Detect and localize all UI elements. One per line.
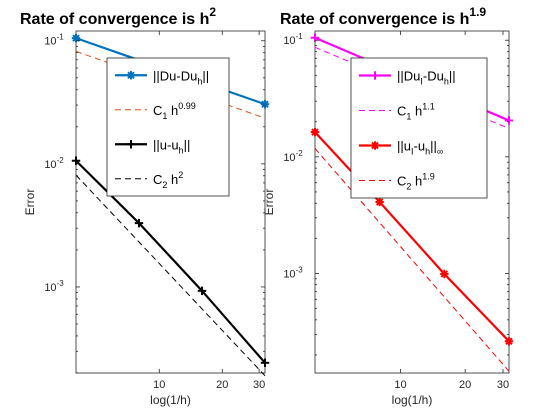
legend-sub3: ∞ xyxy=(437,147,443,157)
legend-suffix: h xyxy=(411,104,422,119)
chart-title: Rate of convergence is h2 xyxy=(20,5,216,28)
legend-text-main: ||Du-Du xyxy=(153,68,197,83)
x-tick-label-0: 10 xyxy=(394,379,406,391)
legend-label-1: C1 h0.99 xyxy=(153,101,196,121)
y-tick-exp: -1 xyxy=(57,33,65,42)
legend-sup: 1.9 xyxy=(422,172,435,182)
chart-title-sup: 2 xyxy=(209,5,216,19)
legend-text-main: ||u xyxy=(397,139,411,154)
legend-box xyxy=(106,57,230,197)
legend-text-main: C xyxy=(153,103,162,118)
y-axis-title: Error xyxy=(23,189,37,216)
legend-label-0: ||Du-Duh|| xyxy=(153,68,209,86)
legend-marker-0-d2 xyxy=(127,71,135,79)
x-tick-label-2: 30 xyxy=(253,379,265,391)
x-tick-label-2: 30 xyxy=(497,379,509,391)
y-tick-exp: -3 xyxy=(296,265,304,274)
legend-sub: h xyxy=(197,76,202,86)
legend-sub: 1 xyxy=(162,111,167,121)
legend-text-main: ||Du xyxy=(397,69,420,84)
legend-suffix: h xyxy=(411,174,422,189)
legend-suffix: h xyxy=(167,103,178,118)
legend-sup: 2 xyxy=(178,170,183,180)
legend-text-main: C xyxy=(153,172,162,187)
plot-area xyxy=(314,30,510,374)
y-tick-base: 10 xyxy=(283,152,295,164)
x-tick-label-1: 20 xyxy=(216,379,228,391)
legend-sub2: h xyxy=(444,77,449,87)
legend-sub: h xyxy=(179,145,184,155)
chart-title-sup: 1.9 xyxy=(469,5,486,19)
legend-suffix: h xyxy=(167,172,178,187)
legend-suffix: || xyxy=(202,68,209,83)
legend-box xyxy=(350,57,488,199)
y-tick-exp: -2 xyxy=(296,149,304,158)
legend: ||DuI-Duh||C1 h1.1||uI-uh||∞C2 h1.9 xyxy=(350,57,488,199)
legend-label-2: ||u-uh|| xyxy=(153,137,190,155)
legend-label-1: C1 h1.1 xyxy=(397,102,435,122)
chart-title-main: Rate of convergence is h xyxy=(280,11,469,28)
legend-label-3: C2 h2 xyxy=(153,170,183,190)
y-tick-base: 10 xyxy=(283,35,295,47)
y-tick-label-1: 10-2 xyxy=(44,156,64,171)
x-tick-label-1: 20 xyxy=(459,379,471,391)
y-tick-label-0: 10-1 xyxy=(44,33,64,48)
legend-sub: 1 xyxy=(406,112,411,122)
x-axis-title: log(1/h) xyxy=(150,393,191,407)
legend-marker-2-d2 xyxy=(371,141,379,150)
y-tick-label-2: 10-3 xyxy=(44,279,64,294)
legend-label-0: ||DuI-Duh|| xyxy=(397,69,456,87)
y-tick-exp: -1 xyxy=(296,32,304,41)
y-tick-base: 10 xyxy=(44,36,56,48)
series-line-3 xyxy=(75,174,266,377)
y-tick-label-0: 10-1 xyxy=(283,32,303,47)
x-tick-label-0: 10 xyxy=(153,379,165,391)
y-tick-exp: -2 xyxy=(57,156,65,165)
legend-sup: 1.1 xyxy=(422,102,435,112)
data-point-2-2-d2 xyxy=(440,270,449,278)
y-tick-base: 10 xyxy=(44,159,56,171)
legend-sub: 2 xyxy=(162,180,167,190)
plot-area xyxy=(75,30,266,374)
legend-suffix: -Du xyxy=(423,69,444,84)
x-axis-title: log(1/h) xyxy=(392,393,433,407)
data-point-2-0-d2 xyxy=(311,128,319,136)
series-line-2 xyxy=(314,131,510,343)
legend-text-main: C xyxy=(397,104,406,119)
legend-suffix2: || xyxy=(449,69,456,84)
legend-suffix: -u xyxy=(414,139,426,154)
data-point-2-3-d2 xyxy=(505,337,513,345)
y-tick-label-1: 10-2 xyxy=(283,149,303,164)
legend-suffix: || xyxy=(184,137,191,152)
legend-sub: I xyxy=(411,147,414,157)
y-tick-exp: -3 xyxy=(57,279,65,288)
legend-label-3: C2 h1.9 xyxy=(397,172,435,192)
legend-sub2: h xyxy=(425,147,430,157)
y-tick-base: 10 xyxy=(283,268,295,280)
legend: ||Du-Duh||C1 h0.99||u-uh||C2 h2 xyxy=(106,57,230,197)
legend-sub: I xyxy=(420,77,423,87)
y-axis-title: Error xyxy=(262,189,276,216)
y-tick-label-2: 10-3 xyxy=(283,265,303,280)
data-point-0-0-d2 xyxy=(72,34,80,42)
y-tick-base: 10 xyxy=(44,282,56,294)
chart-title: Rate of convergence is h1.9 xyxy=(280,5,486,28)
data-point-2-1-d2 xyxy=(375,198,384,206)
legend-sub: 2 xyxy=(406,182,411,192)
legend-text-main: ||u-u xyxy=(153,137,179,152)
legend-sup: 0.99 xyxy=(178,101,196,111)
legend-suffix2: || xyxy=(430,139,437,154)
data-point-0-1-d2 xyxy=(261,100,269,108)
legend-text-main: C xyxy=(397,174,406,189)
chart-title-main: Rate of convergence is h xyxy=(20,11,209,28)
legend-label-2: ||uI-uh||∞ xyxy=(397,139,443,157)
